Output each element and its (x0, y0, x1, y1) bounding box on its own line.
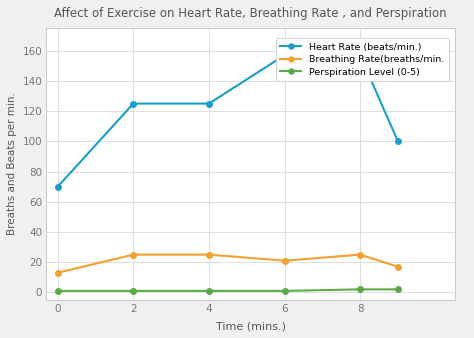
Line: Perspiration Level (0-5): Perspiration Level (0-5) (55, 287, 401, 294)
Heart Rate (beats/min.) (395, 139, 401, 143)
Breathing Rate(breaths/min. (395, 265, 401, 269)
Perspiration Level (0-5) (130, 289, 136, 293)
Line: Heart Rate (beats/min.): Heart Rate (beats/min.) (55, 52, 401, 189)
Title: Affect of Exercise on Heart Rate, Breathing Rate , and Perspiration: Affect of Exercise on Heart Rate, Breath… (54, 7, 447, 20)
Line: Breathing Rate(breaths/min.: Breathing Rate(breaths/min. (55, 252, 401, 275)
Breathing Rate(breaths/min. (282, 259, 287, 263)
Heart Rate (beats/min.) (130, 101, 136, 105)
Perspiration Level (0-5) (395, 287, 401, 291)
Perspiration Level (0-5) (55, 289, 61, 293)
Breathing Rate(breaths/min. (55, 271, 61, 275)
Heart Rate (beats/min.) (282, 53, 287, 57)
Perspiration Level (0-5) (282, 289, 287, 293)
X-axis label: Time (mins.): Time (mins.) (216, 321, 285, 331)
Perspiration Level (0-5) (206, 289, 212, 293)
Perspiration Level (0-5) (357, 287, 363, 291)
Heart Rate (beats/min.) (357, 53, 363, 57)
Breathing Rate(breaths/min. (206, 252, 212, 257)
Breathing Rate(breaths/min. (357, 252, 363, 257)
Heart Rate (beats/min.) (55, 185, 61, 189)
Y-axis label: Breaths and Beats per min.: Breaths and Beats per min. (7, 93, 17, 236)
Heart Rate (beats/min.) (206, 101, 212, 105)
Legend: Heart Rate (beats/min.), Breathing Rate(breaths/min., Perspiration Level (0-5): Heart Rate (beats/min.), Breathing Rate(… (276, 38, 449, 81)
Breathing Rate(breaths/min. (130, 252, 136, 257)
